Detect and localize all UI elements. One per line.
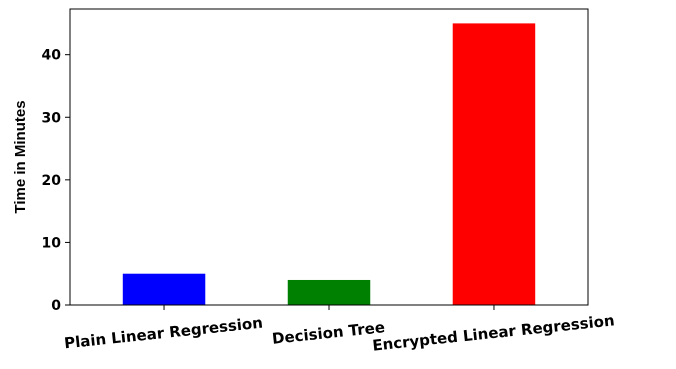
bar-encrypted-linear-regression — [452, 23, 536, 305]
y-axis-label: Time in Minutes — [12, 100, 29, 213]
y-tick-label: 0 — [51, 298, 61, 314]
y-tick-label: 20 — [42, 173, 62, 189]
y-tick-label: 30 — [42, 110, 62, 126]
y-axis: 0 10 20 30 40 — [42, 48, 70, 314]
x-tick-label: Encrypted Linear Regression — [371, 311, 615, 354]
x-tick-label: Plain Linear Regression — [63, 314, 263, 353]
y-tick-label: 10 — [42, 235, 62, 251]
y-tick-label: 40 — [42, 48, 62, 64]
bar-decision-tree — [287, 279, 371, 305]
bars — [122, 23, 536, 305]
x-axis: Plain Linear Regression Decision TreeEncr… — [63, 304, 615, 355]
bar-plain-linear-regression — [122, 273, 206, 305]
x-tick-label: Decision Tree — [271, 318, 386, 348]
